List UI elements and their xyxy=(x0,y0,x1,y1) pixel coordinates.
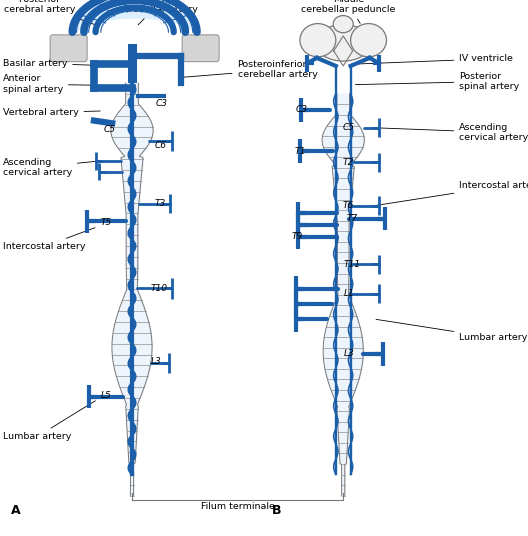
Text: C3: C3 xyxy=(156,99,168,108)
Text: A: A xyxy=(11,504,20,517)
Text: T1: T1 xyxy=(295,147,306,155)
Text: T6: T6 xyxy=(342,202,353,210)
Text: B: B xyxy=(272,504,281,517)
Text: Intercostal artery: Intercostal artery xyxy=(3,228,95,251)
Text: T5: T5 xyxy=(100,218,111,227)
Text: Vertebral artery: Vertebral artery xyxy=(3,108,100,117)
Text: C5: C5 xyxy=(342,123,354,132)
Text: Filum terminale: Filum terminale xyxy=(201,502,275,511)
Text: Posterior
spinal artery: Posterior spinal artery xyxy=(355,72,520,91)
Text: C5: C5 xyxy=(104,125,116,134)
Text: Lumbar artery: Lumbar artery xyxy=(3,401,96,441)
Text: L3: L3 xyxy=(150,358,161,366)
Text: L5: L5 xyxy=(100,391,111,400)
Text: Intercostal artery: Intercostal artery xyxy=(376,182,528,205)
Text: IV ventricle: IV ventricle xyxy=(351,55,513,64)
FancyBboxPatch shape xyxy=(50,35,87,62)
Ellipse shape xyxy=(316,25,371,61)
Text: Lumbar artery: Lumbar artery xyxy=(376,319,527,342)
Ellipse shape xyxy=(300,24,336,57)
Text: Anterior
spinal artery: Anterior spinal artery xyxy=(3,75,124,94)
Text: T9: T9 xyxy=(291,233,303,241)
Text: T7: T7 xyxy=(347,214,358,223)
Ellipse shape xyxy=(351,24,386,57)
Text: L1: L1 xyxy=(344,289,354,298)
Text: C3: C3 xyxy=(296,106,308,114)
Text: L3: L3 xyxy=(344,349,354,358)
Text: T2: T2 xyxy=(342,158,353,167)
Ellipse shape xyxy=(333,16,353,33)
Text: Ascending
cervical artery: Ascending cervical artery xyxy=(372,123,528,142)
Text: Superior
cerebellar artery: Superior cerebellar artery xyxy=(118,0,199,25)
Text: T3: T3 xyxy=(155,199,166,208)
Text: Middle
cerebellar peduncle: Middle cerebellar peduncle xyxy=(301,0,395,24)
Text: Posteroinferior
cerebellar artery: Posteroinferior cerebellar artery xyxy=(180,60,317,79)
Text: Basilar artery: Basilar artery xyxy=(3,59,112,68)
FancyBboxPatch shape xyxy=(182,35,219,62)
Text: Ascending
cervical artery: Ascending cervical artery xyxy=(3,158,99,177)
Text: Posterior
cerebral artery: Posterior cerebral artery xyxy=(4,0,95,25)
Text: T10: T10 xyxy=(150,284,167,293)
Text: C6: C6 xyxy=(155,142,167,150)
Text: T11: T11 xyxy=(344,260,361,269)
